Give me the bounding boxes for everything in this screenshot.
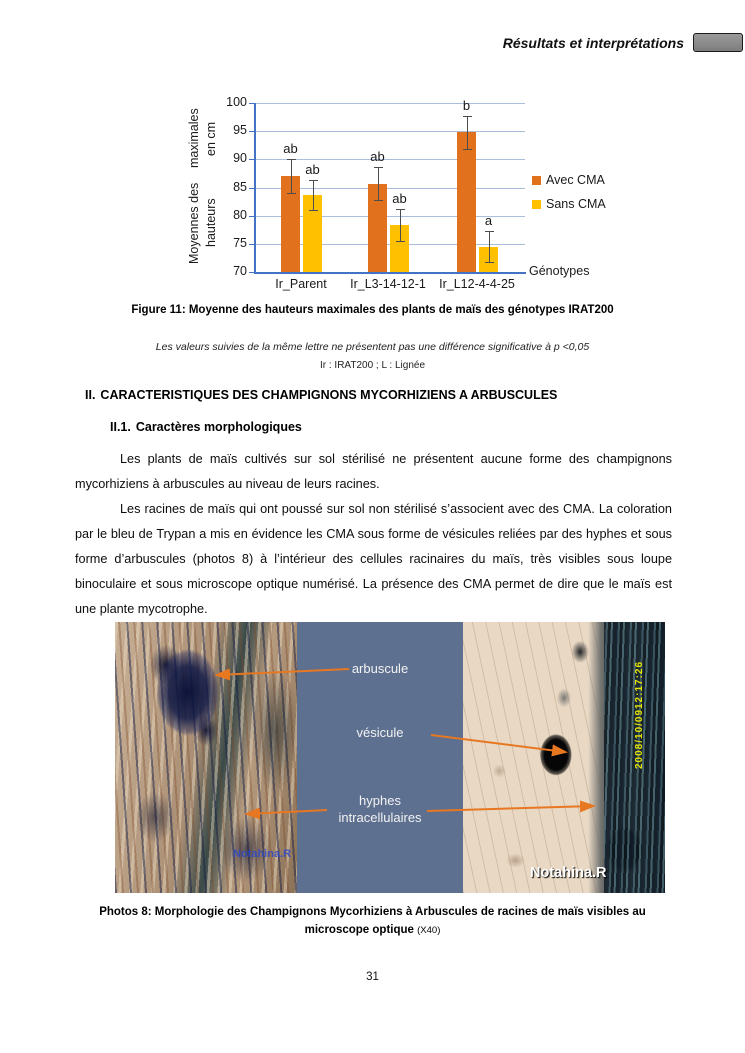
bar-sans-cma [303, 194, 322, 272]
paragraph: Les racines de maïs qui ont poussé sur s… [75, 502, 672, 616]
category-label: Ir_L3-14-12-1 [350, 277, 426, 291]
legend-swatch [532, 199, 541, 209]
gridline [255, 159, 525, 161]
y-tick-label: 100 [226, 95, 247, 109]
root-streaks-texture [604, 622, 665, 893]
error-bar-cap [395, 241, 405, 243]
error-bar [466, 115, 468, 149]
significance-letter: b [462, 97, 471, 113]
micrograph-panel: arbuscule vésicule hyphes intracellulair… [115, 622, 665, 893]
y-tick-label: 80 [233, 207, 247, 222]
y-tick-mark [249, 159, 255, 161]
x-axis-label: Génotypes [529, 264, 590, 278]
error-bar [377, 167, 379, 200]
figure-note-abbreviations: Ir : IRAT200 ; L : Lignée [319, 360, 426, 371]
y-tick-mark [249, 131, 255, 133]
error-bar-cap [308, 179, 318, 181]
photos-caption: Photos 8: Morphologie des Champignons My… [99, 906, 646, 936]
annotation-panel [297, 622, 463, 893]
error-bar [312, 179, 314, 211]
error-bar [488, 230, 490, 263]
legend-swatch [532, 175, 541, 185]
section-number: II. [85, 388, 96, 402]
significance-letter: ab [283, 141, 298, 157]
right-micrograph-photo [463, 622, 665, 893]
error-bar-cap [286, 159, 296, 161]
y-tick-label: 95 [233, 123, 247, 138]
gridline [255, 187, 525, 189]
y-tick-mark [249, 272, 255, 273]
left-micrograph-photo [115, 622, 297, 893]
significance-letter: ab [392, 191, 407, 207]
legend-item: Sans CMA [532, 192, 606, 216]
bar-chart: Moyennes des hauteurs maximales en cm Gé… [185, 88, 615, 300]
paragraph: Les plants de maïs cultivés sur sol stér… [75, 452, 672, 491]
gridline [255, 131, 525, 133]
subsection-heading: II.1. Caractères morphologiques [110, 420, 302, 434]
subsection-title: Caractères morphologiques [135, 420, 302, 434]
label-arbuscule: arbuscule [351, 661, 409, 676]
section-title: CARACTERISTIQUES DES CHAMPIGNONS MYCORHI… [100, 388, 558, 402]
y-tick-mark [249, 103, 255, 104]
header-gray-box [693, 33, 743, 52]
section-heading: II. CARACTERISTIQUES DES CHAMPIGNONS MYCO… [85, 388, 557, 402]
y-axis-line [254, 103, 256, 273]
page-header: Résultats et interprétations [503, 33, 743, 52]
error-bar [290, 159, 292, 194]
gridline [255, 103, 525, 104]
bar-sans-cma [390, 225, 409, 272]
y-tick-mark [249, 215, 255, 217]
bar-avec-cma [281, 176, 300, 272]
x-axis-line [254, 272, 526, 274]
bar-avec-cma [368, 183, 387, 272]
error-bar-cap [308, 210, 318, 212]
running-head: Résultats et interprétations [502, 34, 684, 51]
subsection-number: II.1. [110, 420, 131, 434]
legend-item: Avec CMA [532, 168, 606, 192]
figure-caption: Figure 11: Moyenne des hauteurs maximale… [131, 304, 614, 316]
gridline [255, 215, 525, 217]
y-tick-mark [249, 187, 255, 189]
significance-letter: a [484, 212, 493, 228]
chart-legend: Avec CMA Sans CMA [532, 168, 606, 216]
legend-label: Avec CMA [546, 173, 605, 187]
significance-letter: ab [370, 149, 385, 165]
body-text: Les plants de maïs cultivés sur sol stér… [75, 447, 672, 622]
category-label: Ir_L12-4-4-25 [439, 277, 515, 291]
significance-letter: ab [305, 161, 320, 177]
page-number: 31 [366, 971, 379, 983]
watermark-right: Notahina.R [530, 865, 607, 881]
error-bar-cap [484, 230, 494, 232]
y-tick-label: 75 [233, 235, 247, 250]
y-tick-label: 85 [233, 179, 247, 194]
error-bar-cap [395, 209, 405, 211]
error-bar-cap [373, 167, 383, 169]
watermark-left: Notahina.R [233, 848, 292, 860]
bar-avec-cma [457, 132, 476, 272]
error-bar-cap [462, 148, 472, 150]
y-tick-mark [249, 243, 255, 245]
error-bar [399, 209, 401, 241]
camera-timestamp: 2008/10/09 12:17:26 [634, 660, 645, 769]
error-bar-cap [286, 193, 296, 195]
magnification-note: (X40) [417, 925, 441, 936]
label-vesicule: vésicule [356, 725, 404, 740]
error-bar-cap [373, 199, 383, 201]
category-label: Ir_Parent [275, 277, 327, 291]
legend-label: Sans CMA [546, 197, 606, 211]
y-tick-label: 90 [233, 151, 247, 166]
y-tick-label: 70 [233, 264, 247, 278]
figure-note-significance: Les valeurs suivies de la même lettre ne… [155, 341, 590, 353]
error-bar-cap [484, 262, 494, 264]
error-bar-cap [462, 115, 472, 117]
label-hyphes: hyphes intracellulaires [338, 793, 422, 825]
